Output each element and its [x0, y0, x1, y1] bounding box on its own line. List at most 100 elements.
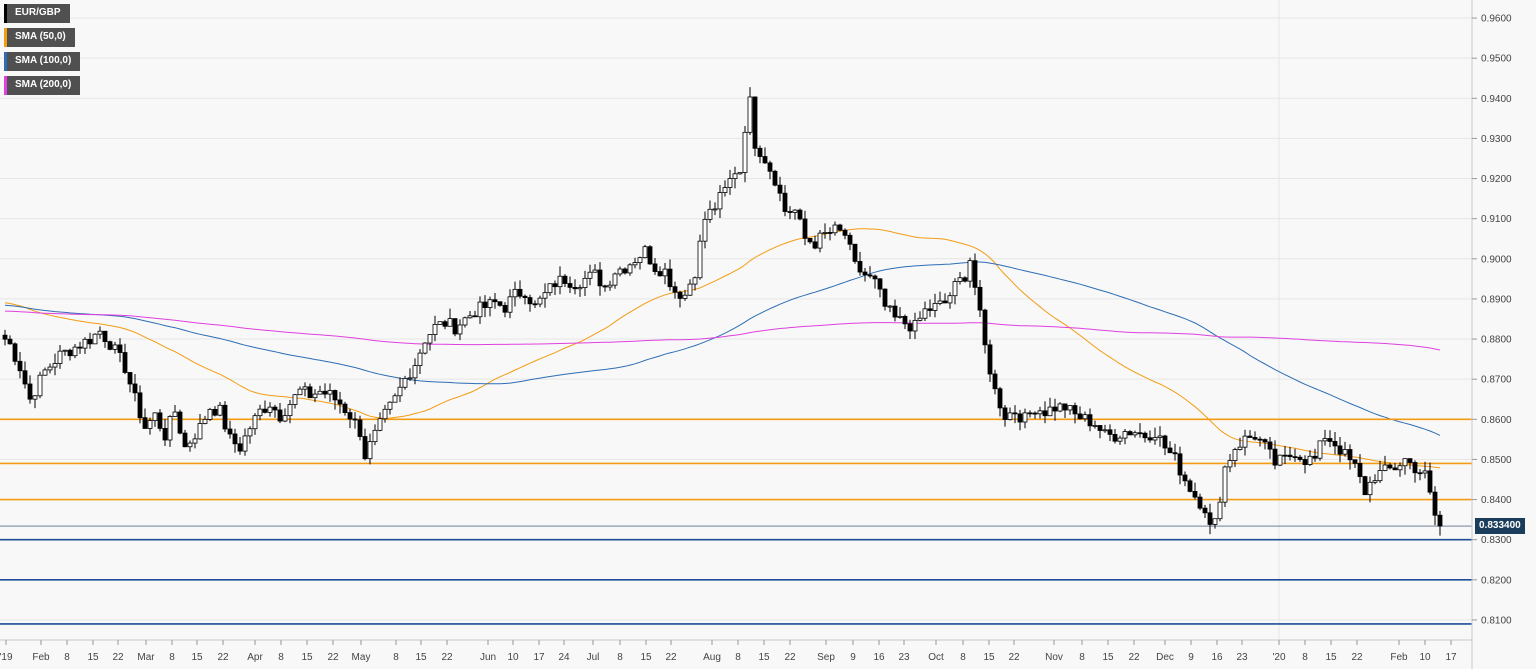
candle	[592, 264, 598, 273]
candle-body-down	[452, 318, 458, 335]
candle-body-up	[712, 208, 718, 211]
candle-body-up	[592, 269, 598, 273]
candle	[617, 266, 623, 277]
candle	[1387, 462, 1393, 470]
candle	[402, 375, 408, 390]
candle	[497, 301, 503, 307]
candle-body-up	[247, 428, 253, 437]
candle	[597, 262, 603, 296]
candle	[1082, 411, 1088, 422]
candle	[552, 280, 558, 295]
candle	[1107, 424, 1113, 442]
candle	[782, 185, 788, 217]
candle-body-down	[1287, 454, 1293, 458]
candle	[1402, 458, 1408, 475]
candle	[747, 87, 753, 135]
x-tick-label: May	[352, 652, 371, 663]
candle-body-down	[517, 288, 523, 297]
candle	[602, 284, 608, 292]
candle-body-down	[352, 418, 358, 421]
candle-body-down	[782, 192, 788, 212]
candle-body-up	[377, 418, 383, 431]
candle	[987, 339, 993, 383]
candle	[1037, 406, 1043, 419]
candle-body-up	[1122, 431, 1128, 439]
candle-body-down	[1392, 467, 1398, 471]
y-tick-label: 0.9100	[1481, 214, 1512, 225]
legend-item-sma50[interactable]: SMA (50,0)	[4, 28, 75, 47]
candle	[492, 293, 498, 309]
candle-body-up	[267, 406, 273, 413]
candle	[927, 299, 933, 317]
candle-body-up	[467, 315, 473, 319]
candle	[232, 428, 238, 453]
candle	[1112, 428, 1118, 444]
candle	[1367, 476, 1373, 503]
candle	[1077, 406, 1083, 420]
candle-body-down	[652, 263, 658, 272]
candle-body-up	[947, 295, 953, 304]
candle-body-down	[1172, 452, 1178, 455]
candle	[347, 408, 353, 429]
legend-item-sma100[interactable]: SMA (100,0)	[4, 52, 81, 71]
legend-item-price[interactable]: EUR/GBP	[4, 4, 70, 23]
candle	[1392, 462, 1398, 471]
candle-body-down	[472, 315, 478, 318]
candle	[877, 278, 883, 298]
candle-body-down	[1097, 425, 1103, 431]
candle-body-up	[717, 192, 723, 210]
candle	[407, 368, 413, 381]
candle-body-down	[1252, 437, 1258, 440]
candle-body-up	[242, 435, 248, 452]
candle	[132, 374, 138, 402]
candle-body-up	[387, 401, 393, 410]
legend-swatch	[4, 52, 7, 71]
candle	[657, 266, 663, 277]
x-tick-label: 10	[1419, 652, 1431, 663]
candle	[257, 404, 263, 421]
candle	[297, 386, 303, 396]
candle	[1087, 408, 1093, 432]
candle	[1027, 410, 1033, 418]
candle-body-up	[432, 324, 438, 335]
candle	[567, 276, 573, 293]
candle	[992, 369, 998, 395]
plot-area	[0, 0, 1472, 640]
x-tick-label: 16	[873, 652, 885, 663]
x-tick-label: 15	[301, 652, 313, 663]
candle-body-up	[282, 415, 288, 422]
candle-body-up	[1222, 466, 1228, 503]
candle-body-up	[922, 308, 928, 319]
candle-body-down	[1137, 432, 1143, 435]
candle-body-down	[357, 419, 363, 437]
candle-body-down	[332, 390, 338, 401]
candle	[472, 310, 478, 318]
candle-body-up	[412, 365, 418, 379]
x-tick-label: 15	[1102, 652, 1114, 663]
candle-body-up	[42, 369, 48, 376]
candle-body-up	[217, 404, 223, 416]
moving-averages	[4, 228, 1441, 469]
candle-body-up	[167, 416, 173, 441]
candle-body-down	[882, 288, 888, 307]
candle-body-up	[402, 378, 408, 388]
candle-body-up	[1007, 412, 1013, 420]
candle-body-down	[482, 301, 488, 308]
candle-body-down	[802, 218, 808, 239]
candle-body-up	[537, 297, 543, 305]
candle-body-down	[122, 352, 128, 373]
candle	[287, 399, 293, 424]
legend-item-sma200[interactable]: SMA (200,0)	[4, 76, 81, 95]
candle	[717, 185, 723, 219]
candle-body-down	[772, 170, 778, 186]
candle	[887, 304, 893, 313]
candle-body-down	[307, 386, 313, 399]
candle	[322, 383, 328, 399]
candle-body-up	[187, 442, 193, 448]
candle-body-up	[1277, 454, 1283, 466]
candle-body-down	[942, 300, 948, 304]
candle-body-up	[427, 334, 433, 344]
candle-body-down	[1267, 441, 1273, 450]
candle-body-up	[917, 317, 923, 321]
